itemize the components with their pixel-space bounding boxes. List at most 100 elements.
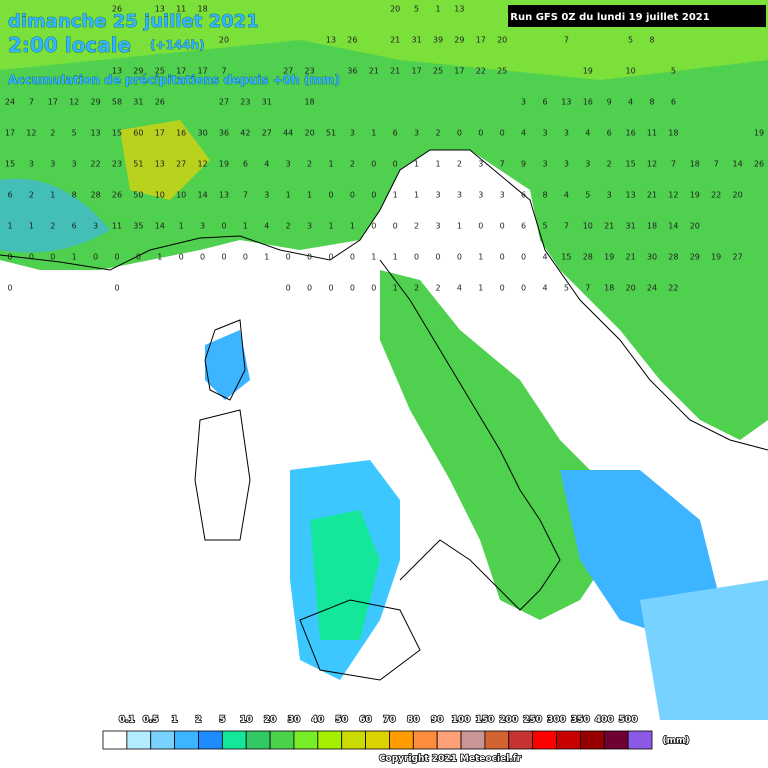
grid-value: 0 (500, 222, 505, 231)
grid-value: 4 (457, 284, 462, 293)
grid-value: 3 (435, 191, 440, 200)
grid-value: 4 (564, 191, 569, 200)
grid-value: 16 (626, 129, 636, 138)
land-italy (380, 270, 620, 620)
grid-value: 0 (371, 222, 376, 231)
grid-value: 10 (155, 191, 165, 200)
grid-value: 12 (647, 160, 657, 169)
grid-value: 18 (668, 129, 678, 138)
grid-value: 8 (542, 191, 547, 200)
grid-value: 0 (371, 284, 376, 293)
grid-value: 0 (500, 284, 505, 293)
grid-value: 21 (390, 67, 400, 76)
legend-label: 300 (547, 715, 566, 725)
grid-value: 3 (93, 222, 98, 231)
grid-value: 19 (583, 67, 593, 76)
grid-value: 0 (200, 253, 205, 262)
grid-value: 5 (628, 36, 633, 45)
grid-value: 25 (155, 67, 165, 76)
run-box (508, 5, 766, 27)
grid-value: 2 (457, 160, 462, 169)
grid-value: 29 (454, 36, 464, 45)
grid-value: 50 (133, 191, 143, 200)
grid-value: 1 (414, 191, 419, 200)
grid-value: 3 (564, 160, 569, 169)
legend-swatch (126, 730, 152, 750)
precip-core (310, 510, 380, 640)
grid-value: 1 (50, 191, 55, 200)
grid-value: 2 (414, 284, 419, 293)
legend-label: 250 (523, 715, 542, 725)
grid-value: 10 (626, 67, 636, 76)
grid-value: 0 (50, 253, 55, 262)
coast-corsica (204, 319, 246, 401)
grid-value: 11 (112, 222, 122, 231)
grid-value: 24 (5, 98, 15, 107)
legend-swatch (579, 730, 605, 750)
grid-value: 3 (29, 160, 34, 169)
grid-value: 19 (604, 253, 614, 262)
legend-swatch (174, 730, 199, 750)
grid-value: 0 (328, 253, 333, 262)
grid-value: 0 (307, 253, 312, 262)
grid-value: 0 (307, 284, 312, 293)
grid-value: 21 (369, 67, 379, 76)
grid-value: 1 (350, 222, 355, 231)
grid-value: 19 (219, 160, 229, 169)
grid-value: 6 (72, 222, 77, 231)
grid-value: 6 (521, 222, 526, 231)
grid-value: 30 (198, 129, 208, 138)
grid-value: 0 (457, 253, 462, 262)
grid-value: 3 (350, 129, 355, 138)
grid-value: 1 (157, 253, 162, 262)
grid-value: 17 (176, 67, 186, 76)
grid-value: 2 (435, 129, 440, 138)
grid-value: 15 (561, 253, 571, 262)
legend-swatch (365, 730, 390, 750)
grid-value: 60 (133, 129, 143, 138)
grid-value: 7 (714, 160, 719, 169)
grid-value: 26 (347, 36, 357, 45)
grid-value: 1 (264, 253, 269, 262)
grid-value: 9 (521, 160, 526, 169)
grid-value: 4 (521, 129, 526, 138)
grid-value: 18 (647, 222, 657, 231)
grid-value: 3 (521, 98, 526, 107)
grid-value: 2 (50, 129, 55, 138)
grid-value: 0 (500, 129, 505, 138)
grid-value: 19 (690, 191, 700, 200)
grid-value: 11 (176, 5, 186, 14)
grid-value: 3 (307, 222, 312, 231)
grid-value: 8 (72, 191, 77, 200)
grid-value: 7 (585, 284, 590, 293)
grid-value: 18 (604, 284, 614, 293)
date: dimanche 25 juillet 2021 (8, 11, 259, 32)
grid-value: 36 (219, 129, 229, 138)
grid-value: 17 (454, 67, 464, 76)
legend-label: 1 (171, 715, 177, 725)
grid-value: 0 (328, 191, 333, 200)
legend-swatch (460, 730, 486, 750)
grid-value: 13 (219, 191, 229, 200)
grid-value: 17 (476, 36, 486, 45)
grid-value: 31 (133, 98, 143, 107)
subtitle: Accumulation de précipitations depuis +0… (8, 73, 340, 87)
grid-value: 44 (283, 129, 293, 138)
legend-label: 80 (407, 715, 420, 725)
grid-value: 0 (500, 253, 505, 262)
grid-value: 0 (286, 284, 291, 293)
legend-swatch (102, 730, 128, 750)
grid-value: 13 (626, 191, 636, 200)
grid-value: 20 (733, 191, 743, 200)
legend-label: 5 (219, 715, 225, 725)
legend-swatch (412, 730, 438, 750)
grid-value: 3 (500, 191, 505, 200)
grid-value: 1 (243, 222, 248, 231)
grid-value: 0 (521, 253, 526, 262)
grid-value: 1 (435, 160, 440, 169)
legend-label: 10 (240, 715, 253, 725)
legend-swatch (245, 730, 271, 750)
legend-label: 60 (359, 715, 372, 725)
